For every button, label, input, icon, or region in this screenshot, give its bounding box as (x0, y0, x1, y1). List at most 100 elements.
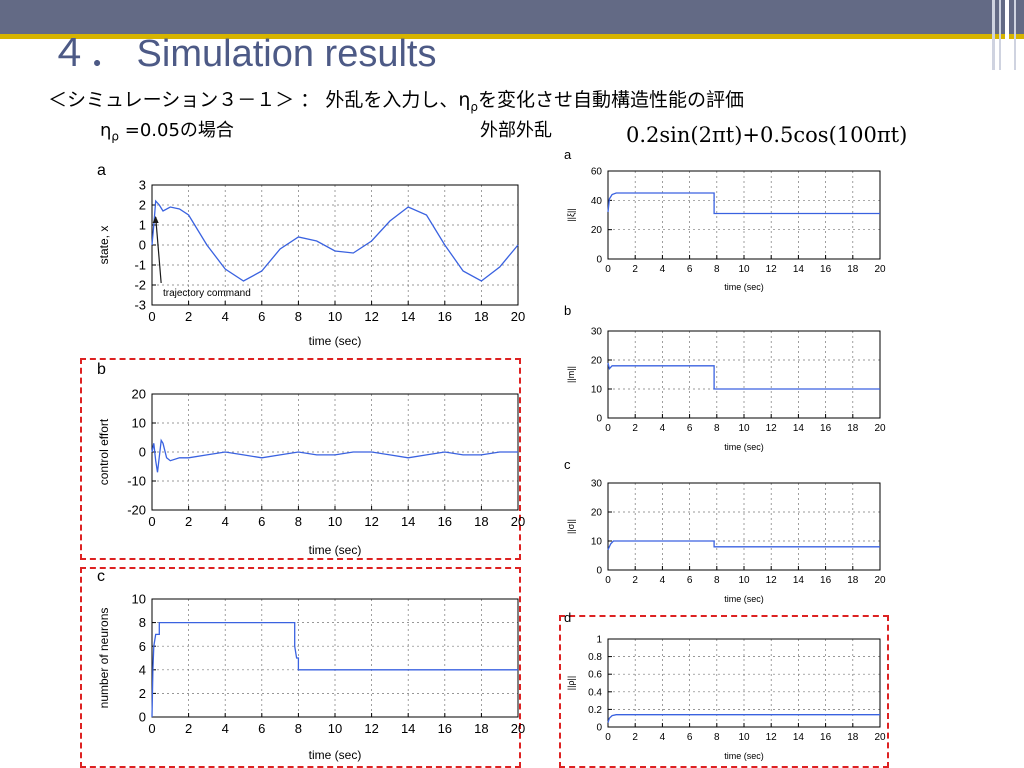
condition-value: =0.05の場合 (119, 120, 234, 141)
chart-m-norm: 0 2 4 6 8 10 12 14 16 18 20 0 10 20 30 time (sec) ||m|| b (564, 303, 886, 452)
x-tick-label: 10 (328, 309, 342, 324)
y-tick-label: 60 (591, 167, 603, 178)
y-tick-label: 30 (591, 479, 603, 490)
x-tick-label: 4 (222, 309, 229, 324)
condition-text: ηρ =0.05の場合 (100, 120, 234, 148)
x-tick-label: 20 (511, 721, 525, 736)
y-tick-label: 10 (132, 592, 146, 607)
x-tick-label: 20 (874, 264, 886, 275)
x-tick-label: 0 (605, 423, 611, 434)
condition-subscript: ρ (111, 129, 120, 144)
x-tick-label: 6 (258, 721, 265, 736)
y-tick-label: 2 (139, 198, 146, 213)
highlight-box-rho (559, 615, 889, 768)
x-tick-label: 20 (874, 423, 886, 434)
y-tick-label: 1 (596, 635, 602, 646)
x-tick-label: 10 (328, 514, 342, 529)
x-tick-label: 14 (793, 423, 805, 434)
panel-label: c (97, 568, 105, 585)
series-line (607, 714, 880, 723)
x-tick-label: 20 (511, 514, 525, 529)
x-tick-label: 4 (660, 264, 666, 275)
y-axis-label: ||σ|| (566, 519, 576, 534)
y-tick-label: 30 (591, 327, 603, 338)
disturbance-label: 外部外乱 (480, 120, 552, 141)
y-tick-label: 4 (139, 662, 146, 677)
slide-title: ４． Simulation results (50, 33, 437, 75)
series-line (151, 621, 518, 718)
slide-subtitle: ＜シミュレーション３－１＞ ： 外乱を入力し、ηρを変化させ自動構造性能の評価 (48, 88, 744, 119)
x-tick-label: 2 (632, 732, 638, 743)
x-tick-label: 20 (874, 575, 886, 586)
chart-control-effort: 0 2 4 6 8 10 12 14 16 18 20 -20 -10 0 10 20 time (sec) co… (97, 361, 525, 557)
x-tick-label: 10 (738, 264, 750, 275)
corner-decoration (992, 0, 1016, 70)
y-tick-label: 8 (139, 615, 146, 630)
x-tick-label: 6 (687, 732, 693, 743)
y-axis-label: control effort (97, 418, 111, 485)
panel-label: a (564, 147, 572, 162)
x-tick-label: 2 (632, 575, 638, 586)
y-tick-label: 0 (139, 710, 146, 725)
x-tick-label: 16 (820, 575, 832, 586)
x-tick-label: 0 (605, 575, 611, 586)
x-tick-label: 16 (438, 309, 452, 324)
x-axis-label: time (sec) (309, 748, 362, 762)
y-tick-label: 40 (591, 196, 603, 207)
y-tick-label: -3 (134, 298, 146, 313)
y-tick-label: 0 (139, 238, 146, 253)
series-line (607, 540, 880, 550)
x-tick-label: 12 (364, 721, 378, 736)
y-axis-label: ||m|| (566, 366, 576, 383)
highlight-box-neurons (80, 567, 521, 768)
chart-neurons: 0 2 4 6 8 10 12 14 16 18 20 0 2 4 6 8 10 time (sec) number… (97, 568, 525, 762)
x-tick-label: 8 (295, 721, 302, 736)
x-tick-label: 14 (401, 309, 415, 324)
x-axis-label: time (sec) (724, 282, 764, 292)
x-tick-label: 18 (847, 264, 859, 275)
x-tick-label: 18 (847, 423, 859, 434)
y-tick-label: 3 (139, 178, 146, 193)
highlight-box-control-effort (80, 358, 521, 560)
x-tick-label: 14 (793, 575, 805, 586)
panel-label: c (564, 457, 571, 472)
y-tick-label: 2 (139, 686, 146, 701)
subtitle-tail: を変化させ自動構造性能の評価 (478, 89, 745, 111)
plot-frame (607, 482, 881, 571)
y-axis-label: ||ρ|| (566, 676, 576, 690)
x-tick-label: 4 (660, 575, 666, 586)
y-tick-label: 0 (596, 255, 602, 266)
y-tick-label: -10 (127, 474, 146, 489)
x-tick-label: 10 (738, 575, 750, 586)
plot-frame (607, 330, 881, 419)
x-tick-label: 16 (438, 721, 452, 736)
panel-label: b (97, 361, 106, 378)
x-tick-label: 8 (714, 423, 720, 434)
x-tick-label: 12 (766, 264, 778, 275)
y-tick-label: 0 (596, 723, 602, 734)
y-tick-label: 10 (591, 385, 603, 396)
x-tick-label: 8 (295, 309, 302, 324)
y-tick-label: 20 (591, 356, 603, 367)
header-band (0, 0, 1024, 34)
x-tick-label: 18 (847, 732, 859, 743)
chart-sigma-norm: 0 2 4 6 8 10 12 14 16 18 20 0 10 20 30 time (sec) ||σ|| c (564, 457, 886, 604)
x-tick-label: 14 (793, 264, 805, 275)
x-tick-label: 18 (474, 721, 488, 736)
chart-xi-norm: 0 2 4 6 8 10 12 14 16 18 20 0 20 40 60 time (sec) ||ξ|| a (564, 147, 886, 292)
y-axis-label: number of neurons (97, 608, 111, 709)
x-tick-label: 8 (295, 514, 302, 529)
y-tick-label: 0.4 (588, 687, 602, 698)
x-tick-label: 8 (714, 264, 720, 275)
x-tick-label: 4 (222, 721, 229, 736)
x-tick-label: 10 (738, 423, 750, 434)
plot-frame (607, 170, 881, 260)
x-tick-label: 2 (185, 514, 192, 529)
x-tick-label: 6 (687, 423, 693, 434)
x-tick-label: 16 (820, 264, 832, 275)
x-tick-label: 12 (766, 575, 778, 586)
x-tick-label: 18 (474, 309, 488, 324)
x-tick-label: 10 (738, 732, 750, 743)
x-tick-label: 16 (820, 423, 832, 434)
